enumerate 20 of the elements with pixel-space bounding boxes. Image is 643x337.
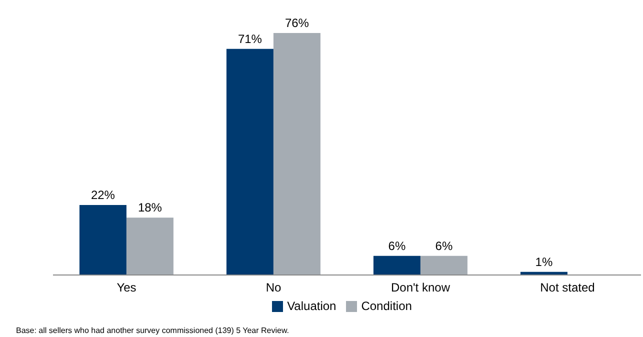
x-tick-label: Not stated [540, 280, 595, 295]
data-label: 18% [138, 200, 162, 215]
bar [79, 204, 126, 275]
legend-label: Valuation [287, 299, 336, 313]
bar [226, 48, 274, 275]
bar [373, 256, 420, 275]
data-label: 6% [388, 238, 406, 253]
text: Base: all sellers who had another survey commissioned (139) 5 Year Review. [16, 326, 290, 335]
bar [126, 218, 174, 275]
data-label: 76% [284, 16, 310, 30]
x-tick-label: Yes [116, 280, 136, 295]
data-label: 71% [238, 32, 262, 46]
x-tick-label: No [266, 280, 282, 295]
legend-label: Condition [361, 299, 412, 313]
x-tick-label: Don't know [391, 280, 450, 295]
data-label: 22% [90, 188, 116, 202]
data-label: 1% [535, 254, 553, 269]
bar [420, 256, 468, 275]
bar [273, 33, 320, 275]
data-label: 6% [435, 238, 453, 253]
